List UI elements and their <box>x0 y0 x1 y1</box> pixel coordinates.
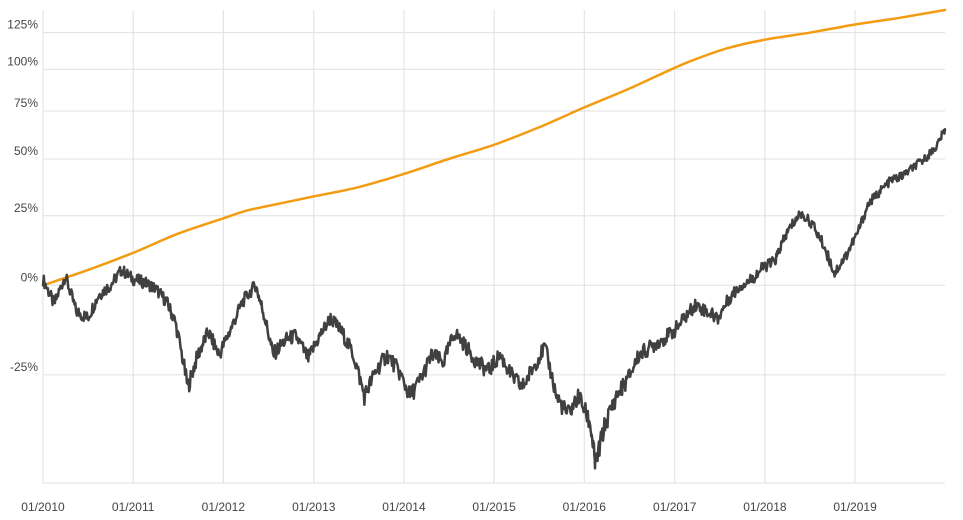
x-tick-label: 01/2014 <box>382 500 426 514</box>
x-tick-label: 01/2010 <box>21 500 65 514</box>
series-line-orange <box>41 8 947 287</box>
x-tick-label: 01/2019 <box>833 500 877 514</box>
chart-grid <box>42 10 945 484</box>
series-line-dark <box>41 128 947 470</box>
y-tick-label: 25% <box>14 201 38 215</box>
series-layer <box>41 8 947 470</box>
y-tick-label: 125% <box>7 18 38 32</box>
x-tick-label: 01/2015 <box>472 500 516 514</box>
x-tick-label: 01/2012 <box>202 500 246 514</box>
y-axis-ticks: -25% 0% 25% 50% 75% 100% 125% <box>7 18 38 374</box>
y-tick-label: 50% <box>14 144 38 158</box>
x-tick-label: 01/2011 <box>112 500 155 514</box>
x-tick-label: 01/2016 <box>563 500 607 514</box>
x-axis-ticks: 01/2010 01/2011 01/2012 01/2013 01/2014 01/20… <box>21 500 877 514</box>
x-tick-label: 01/2017 <box>653 500 697 514</box>
y-tick-label: 100% <box>7 54 38 68</box>
y-tick-label: 0% <box>21 270 39 284</box>
y-tick-label: 75% <box>14 96 38 110</box>
x-tick-label: 01/2018 <box>743 500 787 514</box>
y-tick-label: -25% <box>10 360 38 374</box>
x-tick-label: 01/2013 <box>292 500 336 514</box>
